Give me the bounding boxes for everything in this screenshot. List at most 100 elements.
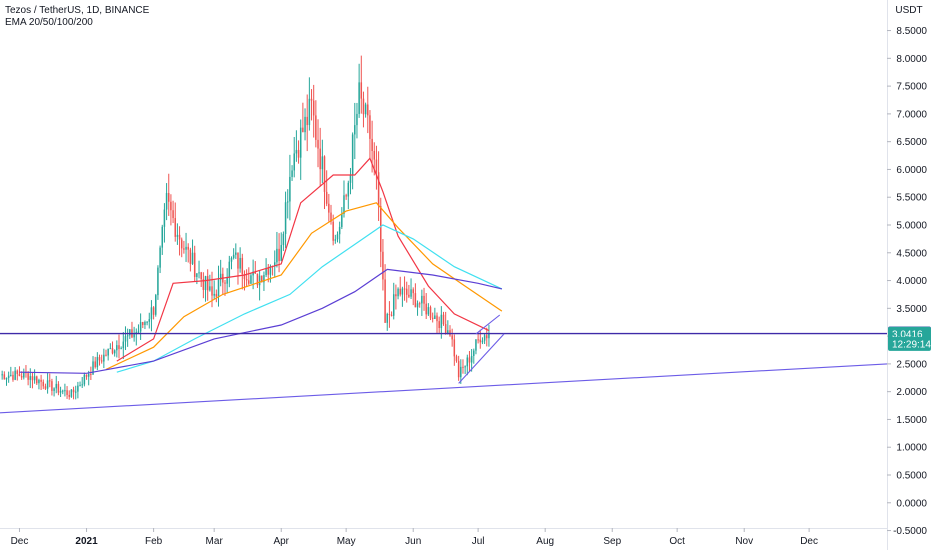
candle <box>248 267 250 286</box>
candle-body <box>421 295 423 304</box>
candle <box>3 371 6 380</box>
candle-body <box>289 176 291 202</box>
candle-body <box>362 98 365 115</box>
candle <box>462 359 464 374</box>
candle-body <box>174 218 176 237</box>
candle <box>341 207 343 229</box>
candle-body <box>455 356 458 361</box>
candle <box>451 328 453 347</box>
candle <box>447 320 449 335</box>
candle-body <box>343 195 345 214</box>
candle-body <box>334 239 337 241</box>
candle-body <box>408 294 410 297</box>
candle-body <box>77 385 79 392</box>
candle-body <box>189 249 192 264</box>
candle-body <box>330 212 332 222</box>
candle <box>291 165 293 181</box>
candle <box>25 365 27 378</box>
candle <box>206 269 209 301</box>
candle-body <box>436 315 438 322</box>
candle <box>187 243 189 263</box>
candle <box>219 259 222 287</box>
candle-body <box>209 286 211 291</box>
candle-body <box>38 379 40 384</box>
candle-body <box>282 233 285 246</box>
candle <box>68 390 70 400</box>
candle <box>317 119 319 168</box>
candle <box>94 356 96 369</box>
candle-body <box>70 389 73 397</box>
candle-body <box>291 170 293 177</box>
candle-body <box>66 390 68 395</box>
candle-body <box>410 289 412 297</box>
candle <box>237 252 239 285</box>
candle <box>46 372 49 394</box>
candle <box>410 278 412 299</box>
candle <box>436 312 438 334</box>
candle <box>172 200 174 224</box>
candle <box>120 346 122 350</box>
candle <box>306 94 308 152</box>
candle <box>345 193 347 200</box>
candle <box>380 197 382 268</box>
y-tick-label: 4.0000 <box>896 276 927 287</box>
candle <box>282 231 285 251</box>
candle <box>351 132 354 190</box>
candle <box>139 313 142 340</box>
candle <box>29 368 32 389</box>
candle <box>453 334 456 366</box>
candle-body <box>20 376 23 378</box>
candle <box>152 306 155 320</box>
currency-label: USDT <box>895 5 922 16</box>
candle-body <box>137 331 140 333</box>
candle-body <box>96 357 99 368</box>
x-tick-label: Mar <box>206 536 224 547</box>
candle-body <box>358 82 360 114</box>
candle-body <box>3 374 6 380</box>
candle-body <box>118 345 120 349</box>
candle-body <box>447 330 449 334</box>
y-tick-label: 5.5000 <box>896 193 927 204</box>
candle-body <box>483 335 486 341</box>
candle-body <box>338 226 341 235</box>
candle-body <box>364 104 367 115</box>
candle <box>61 389 64 395</box>
candle-body <box>191 252 194 264</box>
candle-body <box>431 317 434 319</box>
candle-body <box>18 373 21 377</box>
candle-body <box>85 374 88 377</box>
candle <box>144 320 146 330</box>
candle-body <box>142 322 144 325</box>
candle <box>434 307 436 320</box>
candle <box>155 293 157 317</box>
candle <box>304 108 306 141</box>
candle-body <box>98 357 101 361</box>
candle-body <box>386 314 389 323</box>
candle <box>118 334 120 359</box>
candle <box>96 352 99 371</box>
candle <box>124 326 127 351</box>
y-tick-label: 4.5000 <box>896 248 927 259</box>
candle <box>79 381 81 387</box>
candle <box>53 387 55 397</box>
candle-body <box>265 268 267 276</box>
candle-body <box>336 234 339 240</box>
candle-body <box>144 322 146 325</box>
candle <box>369 110 371 159</box>
candle <box>105 349 107 357</box>
candle-body <box>163 209 166 227</box>
candle-body <box>377 172 380 206</box>
candle <box>273 250 276 278</box>
candle-body <box>250 275 252 284</box>
candle <box>444 311 447 335</box>
candle <box>427 303 430 317</box>
candle <box>44 383 47 390</box>
candle-body <box>360 82 363 99</box>
candle-body <box>16 370 19 374</box>
x-tick-label: May <box>337 536 356 547</box>
candle-body <box>267 268 270 275</box>
badge-bg <box>888 336 931 351</box>
candle-body <box>92 361 94 375</box>
